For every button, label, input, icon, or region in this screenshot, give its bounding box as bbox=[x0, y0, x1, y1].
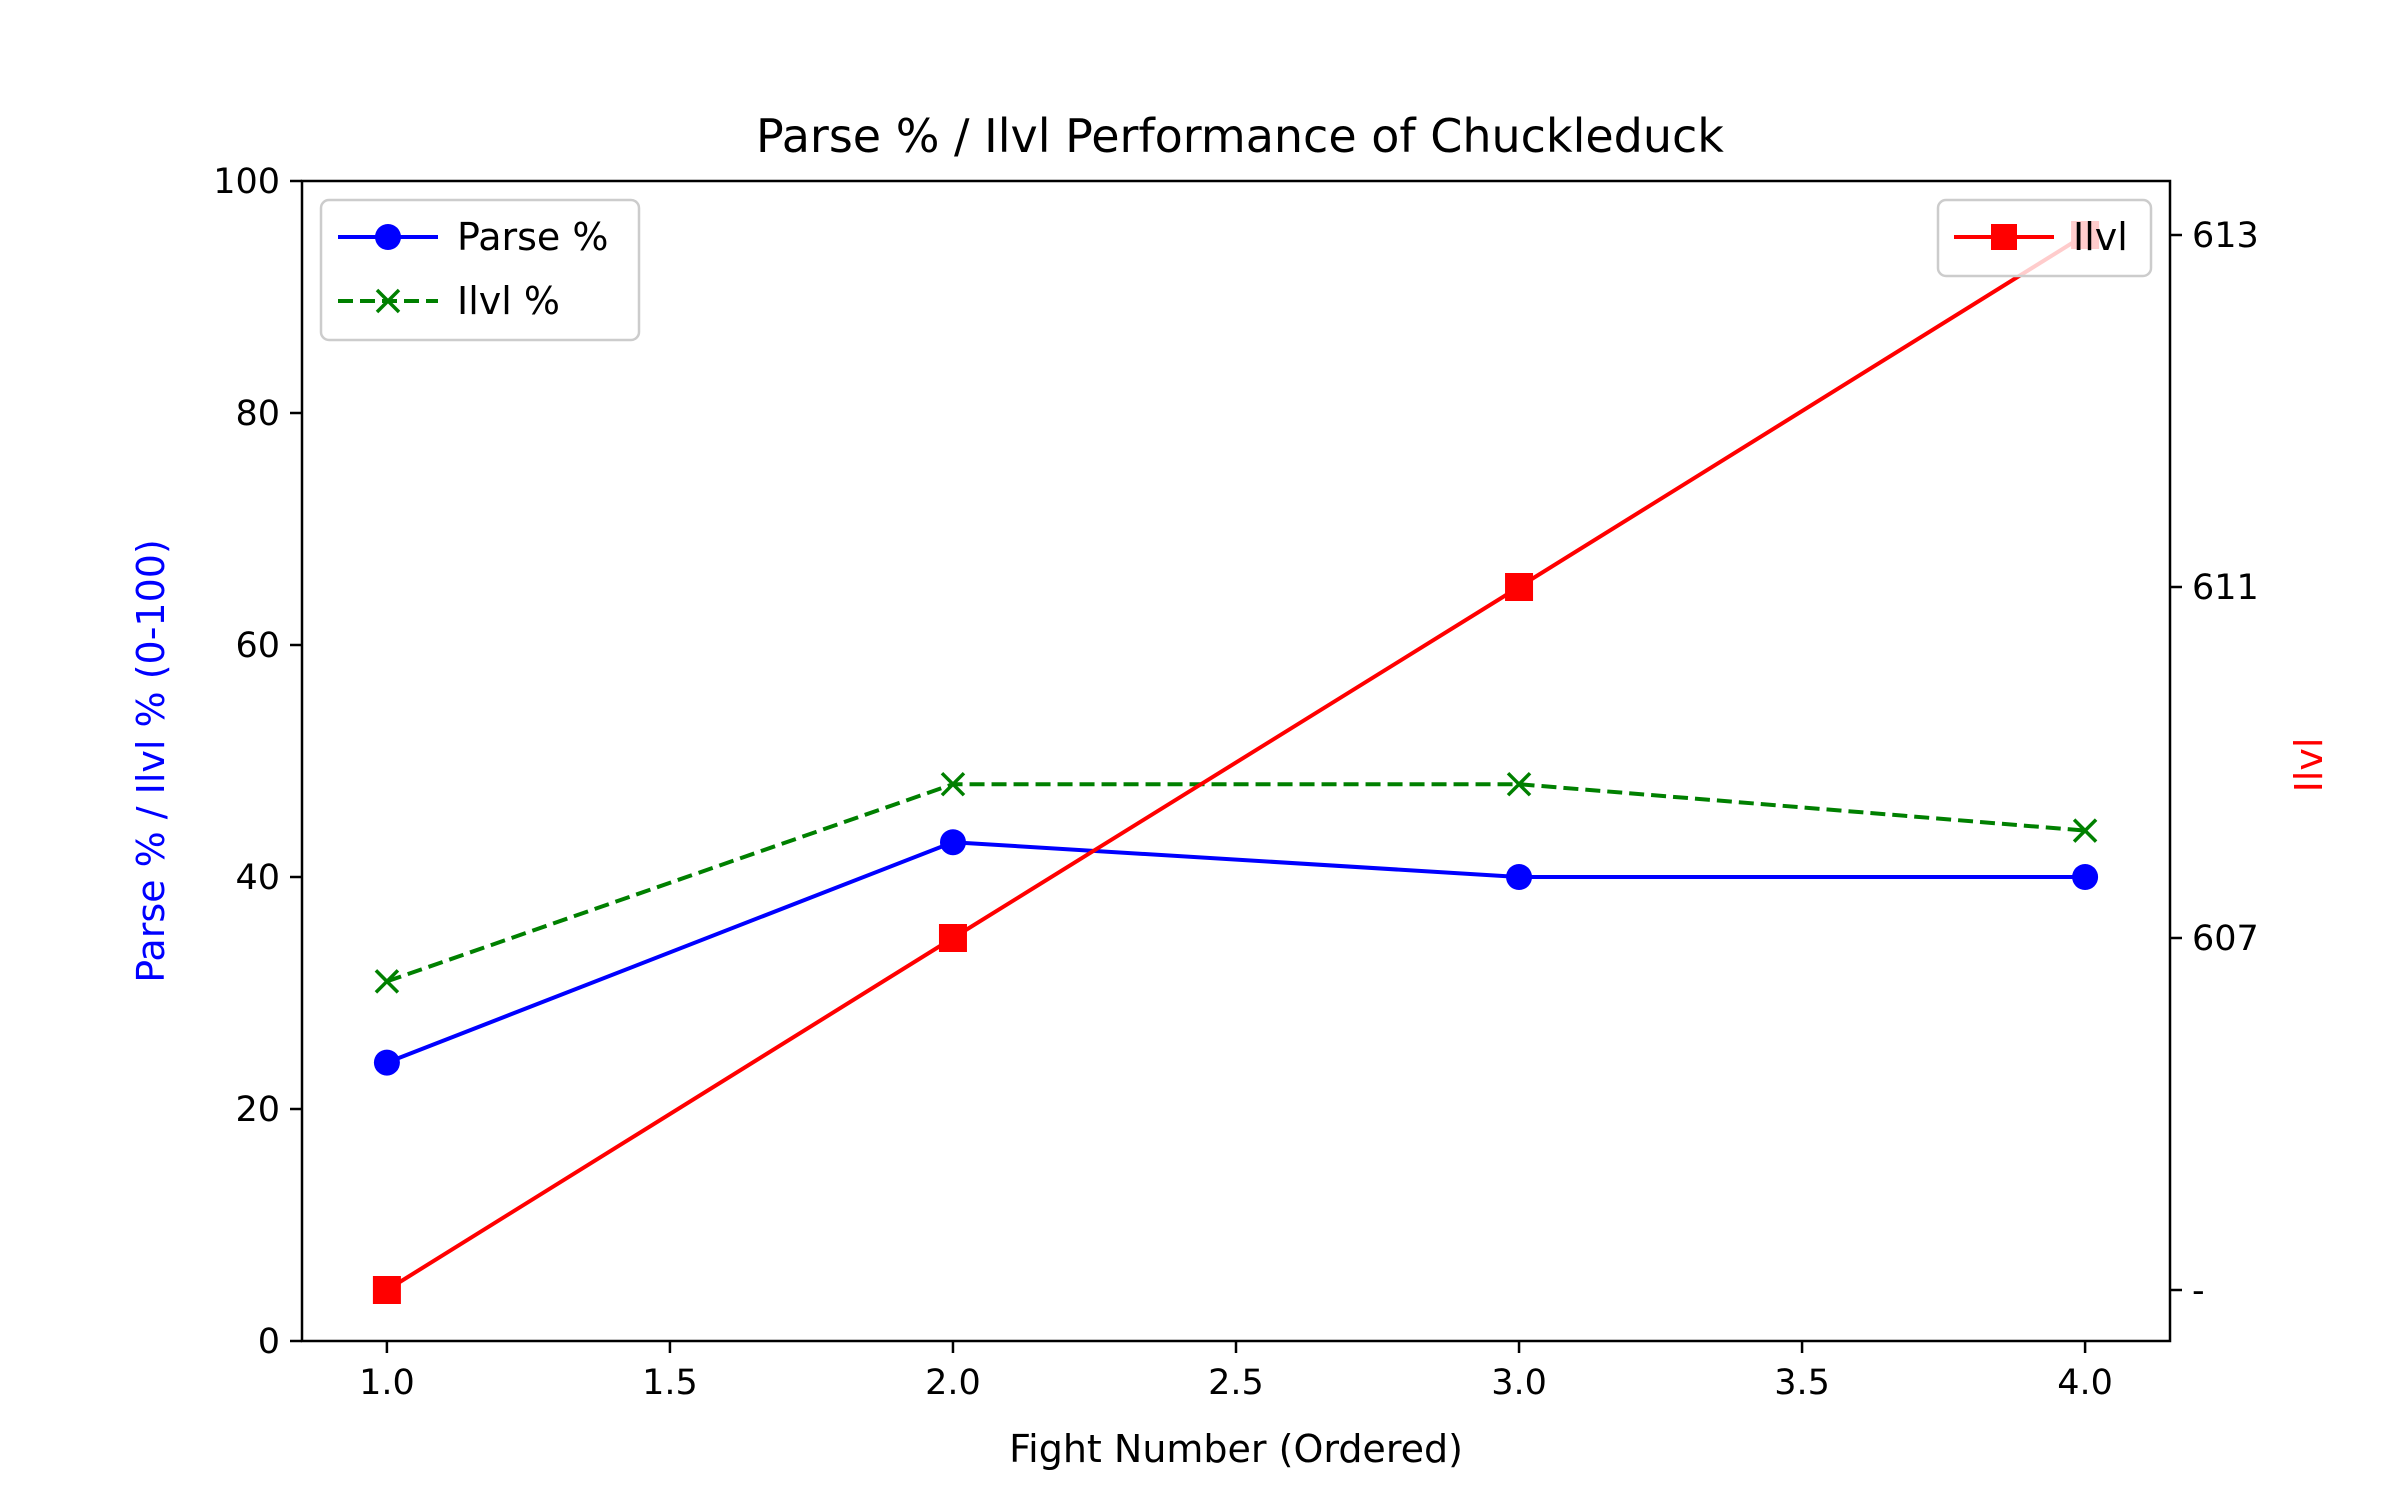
x-tick-label: 1.0 bbox=[359, 1363, 415, 1403]
data-point-ilvl-2 bbox=[940, 771, 966, 797]
legend-right: Ilvl bbox=[1936, 198, 2153, 278]
y2-tick-label: 607 bbox=[2192, 919, 2259, 959]
data-point-ilvl-3 bbox=[1505, 573, 1534, 601]
x-tick-label: 3.5 bbox=[1774, 1363, 1830, 1403]
y-tick-label: 40 bbox=[235, 858, 280, 898]
x-axis-label: Fight Number (Ordered) bbox=[1009, 1427, 1463, 1471]
series-line-parse bbox=[386, 840, 2086, 1065]
x-tick-label: 2.0 bbox=[925, 1363, 981, 1403]
data-point-parse-4 bbox=[2072, 864, 2099, 890]
y-tick-label: 0 bbox=[258, 1322, 280, 1362]
plot-series bbox=[372, 221, 2100, 1304]
y2-axis-label: Ilvl bbox=[2287, 738, 2331, 793]
legend-label-ilvl: Ilvl bbox=[2073, 215, 2128, 259]
series-line-ilvl bbox=[385, 233, 2087, 1292]
legend-label-ilvl-pct: Ilvl % bbox=[457, 279, 560, 323]
chart-title: Parse % / Ilvl Performance of Chuckleduc… bbox=[756, 109, 1724, 163]
data-point-ilvl-2 bbox=[938, 924, 967, 952]
data-point-ilvl-1 bbox=[372, 1276, 401, 1304]
y2-tick-label: 611 bbox=[2192, 568, 2259, 608]
legend-left: Parse % Ilvl % bbox=[319, 198, 641, 342]
y-tick-label: 80 bbox=[235, 394, 280, 434]
x-tick-label: 3.0 bbox=[1491, 1363, 1547, 1403]
x-tick-label: 4.0 bbox=[2057, 1363, 2113, 1403]
y2-tick-label: - bbox=[2192, 1271, 2205, 1311]
legend-marker-ilvl bbox=[1991, 224, 2017, 250]
legend-label-parse: Parse % bbox=[457, 215, 608, 259]
y2-axis-ticks: - 607 611 613 bbox=[2170, 216, 2259, 1311]
legend-marker-parse bbox=[375, 224, 401, 250]
y-axis-label: Parse % / Ilvl % (0-100) bbox=[129, 539, 173, 983]
data-point-ilvl-1 bbox=[374, 969, 400, 994]
data-point-parse-2 bbox=[939, 829, 966, 856]
y-axis-ticks: 0 20 40 60 80 100 bbox=[213, 162, 302, 1362]
x-tick-label: 2.5 bbox=[1208, 1363, 1264, 1403]
y-tick-label: 20 bbox=[235, 1090, 280, 1130]
x-axis-ticks: 1.0 1.5 2.0 2.5 3.0 3.5 4.0 bbox=[359, 1341, 2113, 1403]
y-tick-label: 60 bbox=[235, 626, 280, 666]
data-point-parse-3 bbox=[1506, 864, 1533, 890]
y2-tick-label: 613 bbox=[2192, 216, 2259, 256]
series-line-ilvl bbox=[386, 782, 2086, 984]
y-tick-label: 100 bbox=[213, 162, 280, 202]
legend-marker-ilvl-pct bbox=[375, 288, 401, 314]
data-point-parse-1 bbox=[373, 1049, 400, 1076]
data-point-ilvl-3 bbox=[1506, 771, 1532, 797]
data-point-ilvl-4 bbox=[2072, 818, 2098, 843]
x-tick-label: 1.5 bbox=[642, 1363, 698, 1403]
